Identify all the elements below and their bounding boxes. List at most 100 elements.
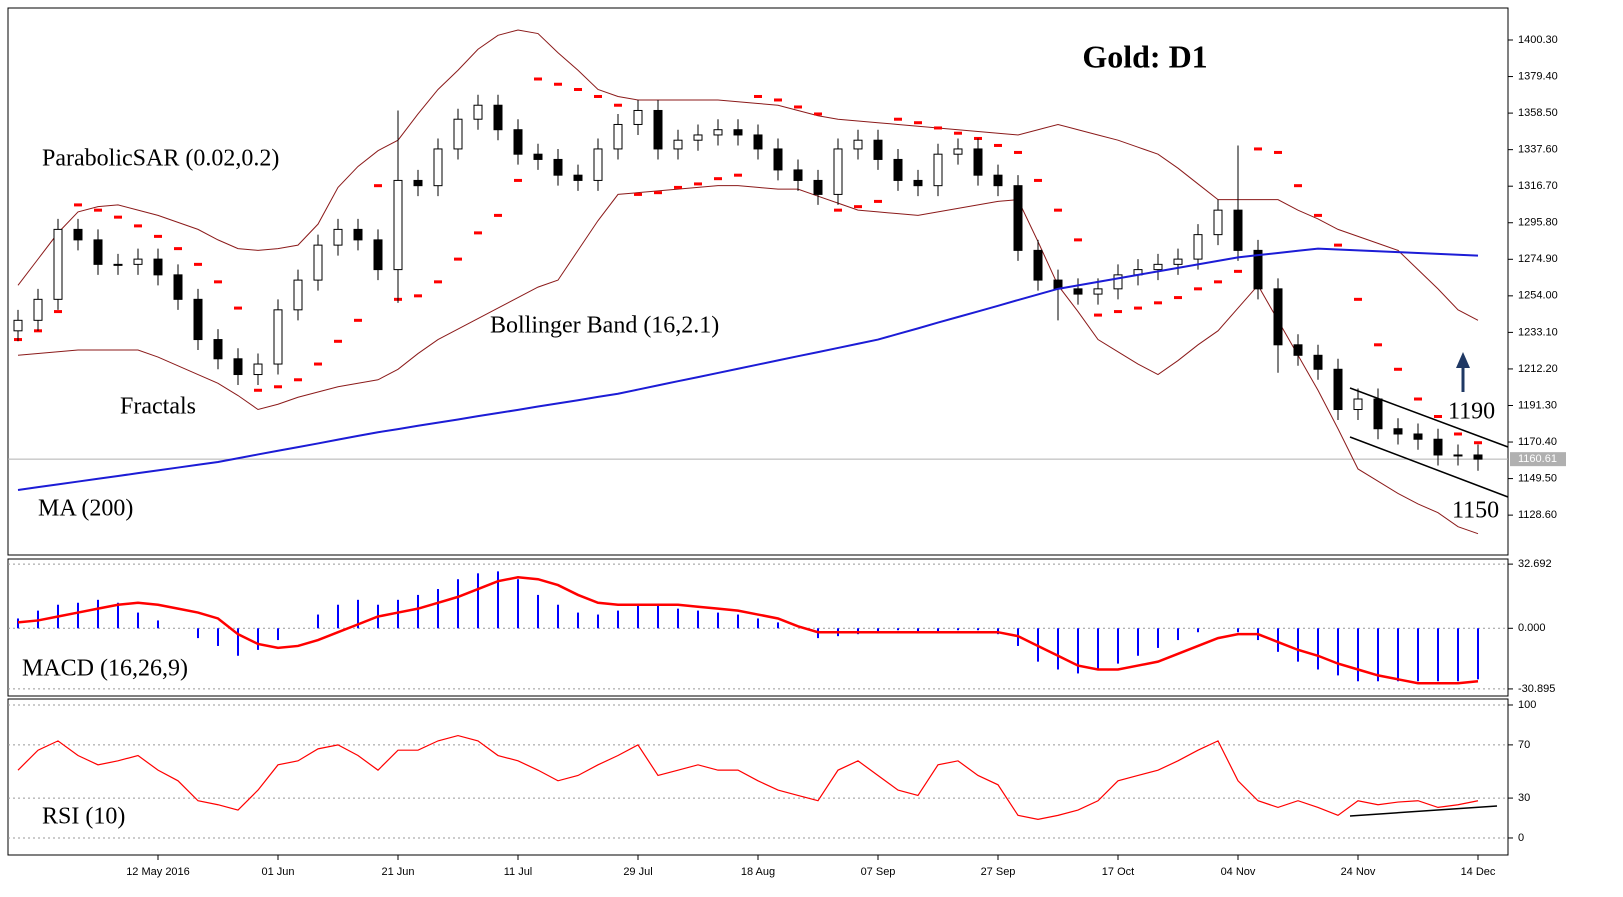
last-price-label: 1160.61 bbox=[1518, 453, 1557, 465]
sar-dot bbox=[794, 105, 802, 109]
price-panel bbox=[7, 7, 1509, 556]
y-tick-label: 1316.70 bbox=[1518, 180, 1558, 192]
candle-body bbox=[453, 118, 463, 150]
sar-dot bbox=[414, 294, 422, 298]
candle-body bbox=[293, 279, 303, 311]
candle-body bbox=[593, 148, 603, 181]
candle-body bbox=[533, 153, 543, 160]
sar-dot bbox=[1354, 297, 1362, 301]
sar-dot bbox=[1454, 432, 1462, 436]
sar-dot bbox=[694, 182, 702, 186]
sar-dot bbox=[1154, 301, 1162, 305]
candle-body bbox=[693, 134, 703, 141]
rsi-trendline bbox=[1349, 805, 1498, 817]
sar-dot bbox=[134, 224, 142, 228]
y-tick-label: 1149.50 bbox=[1518, 472, 1557, 484]
sar-dot bbox=[654, 191, 662, 195]
candle-body bbox=[613, 123, 623, 150]
x-tick-label: 18 Aug bbox=[741, 866, 775, 878]
y-tick-label: 100 bbox=[1518, 699, 1536, 711]
candle-body bbox=[373, 239, 383, 271]
sar-dot bbox=[274, 385, 282, 389]
candle-body bbox=[1373, 398, 1383, 430]
sar-dot bbox=[54, 310, 62, 314]
macd-panel bbox=[7, 558, 1509, 697]
candle-body bbox=[1353, 398, 1363, 411]
y-tick-label: 1358.50 bbox=[1518, 107, 1558, 119]
candle-body bbox=[1153, 263, 1163, 271]
sar-dot bbox=[534, 77, 542, 81]
candle-body bbox=[553, 158, 563, 176]
sar-dot bbox=[954, 131, 962, 135]
plot-layer: 1400.30 1379.40 1358.50 1337.60 1316.70 1295.… bbox=[8, 29, 1566, 878]
candle-body bbox=[1313, 354, 1323, 370]
candle-body bbox=[1213, 209, 1223, 236]
y-tick-label: 1254.00 bbox=[1518, 290, 1558, 302]
candle-body bbox=[1413, 433, 1423, 440]
candle-body bbox=[1253, 249, 1263, 290]
candle-body bbox=[213, 339, 223, 360]
sar-dot bbox=[1094, 313, 1102, 317]
sar-dot bbox=[914, 121, 922, 125]
candle-body bbox=[893, 158, 903, 181]
candle-body bbox=[573, 174, 583, 181]
channel-upper bbox=[1349, 387, 1509, 448]
y-tick-label: 1212.20 bbox=[1518, 363, 1558, 375]
candle-body bbox=[713, 129, 723, 136]
y-tick-label: 1337.60 bbox=[1518, 144, 1558, 156]
candle-body bbox=[793, 169, 803, 181]
sar-dot bbox=[214, 280, 222, 284]
sar-dot bbox=[1174, 296, 1182, 300]
candle-body bbox=[433, 148, 443, 187]
candle-body bbox=[113, 263, 123, 266]
y-tick-label: 1128.60 bbox=[1518, 509, 1557, 521]
sar-dot bbox=[454, 257, 462, 261]
candle-body bbox=[173, 274, 183, 300]
candle-body bbox=[813, 179, 823, 195]
sar-dot bbox=[1414, 397, 1422, 401]
rsi-line bbox=[17, 734, 1479, 820]
sar-dot bbox=[1474, 441, 1482, 445]
sar-dot bbox=[1034, 178, 1042, 182]
candle-body bbox=[913, 179, 923, 187]
candle-body bbox=[1453, 454, 1463, 457]
candle-body bbox=[1073, 288, 1083, 295]
sar-dot bbox=[294, 378, 302, 382]
candle-body bbox=[1113, 274, 1123, 290]
sar-dot bbox=[254, 388, 262, 392]
sar-dot bbox=[194, 262, 202, 266]
sar-dot bbox=[934, 126, 942, 130]
x-tick-label: 12 May 2016 bbox=[126, 866, 190, 878]
y-tick-label: 30 bbox=[1518, 792, 1530, 804]
sar-dot bbox=[114, 215, 122, 219]
x-tick-label: 11 Jul bbox=[504, 866, 533, 878]
sar-dot bbox=[1214, 280, 1222, 284]
sar-dot bbox=[874, 199, 882, 203]
bollinger-upper bbox=[17, 29, 1479, 321]
y-tick-label: 70 bbox=[1518, 739, 1530, 751]
ma-line bbox=[17, 247, 1479, 491]
candle-body bbox=[93, 239, 103, 265]
y-tick-label: 0.000 bbox=[1518, 622, 1546, 634]
candle-body bbox=[993, 174, 1003, 187]
y-tick-label: 0 bbox=[1518, 832, 1524, 844]
candle-body bbox=[633, 109, 643, 125]
sar-label: ParabolicSAR (0.02,0.2) bbox=[42, 146, 279, 172]
candle-body bbox=[1273, 288, 1283, 346]
candle-body bbox=[13, 319, 23, 332]
candle-body bbox=[333, 228, 343, 246]
candle-body bbox=[33, 298, 43, 321]
candle-body bbox=[233, 358, 243, 376]
sar-dot bbox=[154, 234, 162, 238]
candle-body bbox=[1433, 438, 1443, 456]
sar-dot bbox=[1234, 269, 1242, 273]
sar-dot bbox=[1194, 287, 1202, 291]
candle-body bbox=[973, 148, 983, 176]
sar-dot bbox=[1394, 367, 1402, 371]
sar-dot bbox=[834, 208, 842, 212]
sar-dot bbox=[774, 98, 782, 102]
bollinger-label: Bollinger Band (16,2.1) bbox=[490, 313, 719, 339]
sar-dot bbox=[1294, 184, 1302, 188]
sar-dot bbox=[714, 177, 722, 181]
